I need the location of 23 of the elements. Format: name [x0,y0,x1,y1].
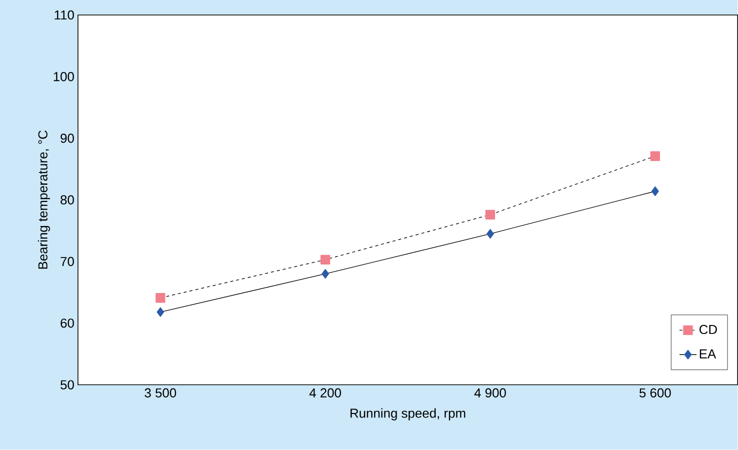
y-tick-label: 90 [60,134,74,143]
y-tick-label: 110 [54,10,74,20]
legend-label: CD [699,325,717,334]
point [651,186,659,196]
x-axis-title: Running speed, rpm [350,408,466,420]
x-tick-label: 4 900 [474,388,506,398]
point [320,254,330,265]
point [650,151,660,162]
y-tick-label: 70 [60,257,74,266]
x-tick-label: 5 600 [639,388,671,398]
y-tick-label: 100 [54,72,74,82]
point [322,269,330,279]
point [156,293,166,303]
x-tick-label: 3 500 [144,388,176,398]
y-tick-label: 60 [60,318,74,328]
point [485,210,496,220]
x-tick-label: 4 200 [309,388,342,398]
y-tick-label: 50 [60,380,74,390]
legend-label: EA [700,350,716,358]
point [156,307,164,318]
y-tick-label: 80 [60,195,74,205]
point [486,229,494,239]
y-axis-title: Bearing temperature, °C [38,130,50,269]
